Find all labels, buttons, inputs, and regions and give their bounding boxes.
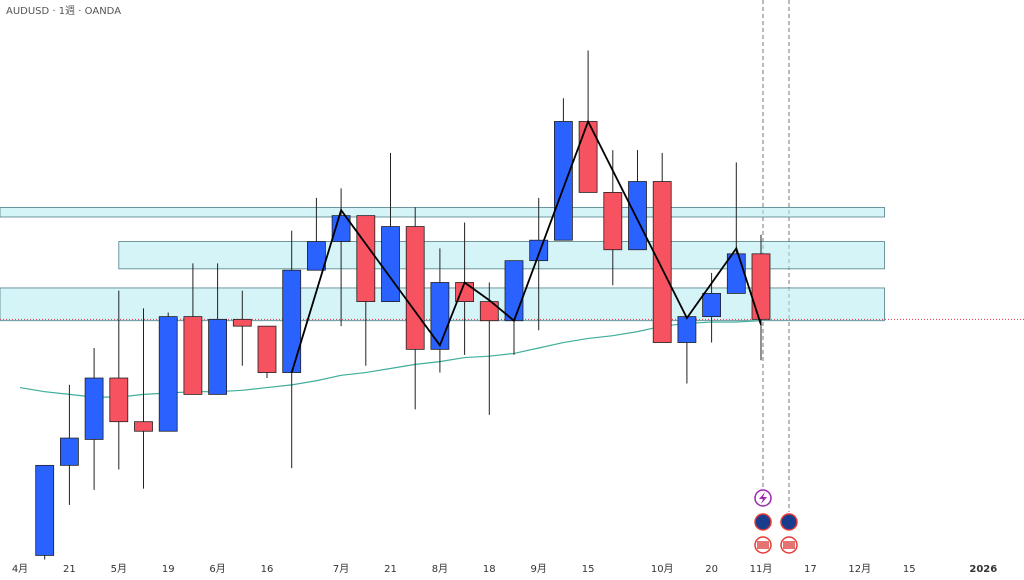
chart-title: AUDUSD · 1週 · OANDA	[6, 5, 121, 17]
x-tick-label: 18	[483, 564, 496, 575]
candle-body	[208, 318, 228, 395]
candle-body	[158, 316, 178, 432]
candle-body	[652, 181, 672, 343]
candle-body	[751, 253, 771, 320]
candle-body	[134, 421, 153, 432]
candle-body	[84, 377, 104, 440]
candle-body	[430, 282, 450, 350]
x-tick-label: 21	[63, 564, 76, 575]
event-icon-glyph	[783, 541, 795, 549]
x-tick-label: 15	[582, 564, 595, 575]
x-tick-label: 5月	[111, 563, 127, 575]
event-icon[interactable]	[780, 513, 798, 531]
candle-body	[726, 253, 746, 294]
x-tick-label: 6月	[209, 563, 225, 575]
x-tick-label: 20	[705, 564, 718, 575]
x-tick-label: 16	[261, 564, 274, 575]
candle-body	[702, 293, 721, 318]
zone	[0, 207, 885, 218]
x-tick-label: 11月	[750, 563, 773, 575]
candle-body	[529, 239, 549, 262]
candle-body	[504, 260, 524, 322]
x-tick-label: 12月	[848, 563, 871, 575]
event-icon-glyph	[759, 492, 767, 504]
candle-body	[479, 301, 499, 322]
candle-body	[554, 121, 573, 241]
x-tick-label: 19	[162, 564, 175, 575]
candle-body	[306, 241, 326, 271]
event-icon[interactable]	[754, 513, 772, 531]
x-tick-label: 8月	[432, 563, 448, 575]
candle-body	[35, 464, 55, 556]
x-tick-label: 4月	[12, 563, 28, 575]
candle-body	[232, 318, 252, 327]
x-tick-label: 10月	[651, 563, 674, 575]
candle-body	[628, 181, 647, 251]
candle-body	[282, 269, 302, 373]
x-tick-label: 21	[384, 564, 397, 575]
candle-body	[405, 226, 425, 350]
event-icon-glyph	[757, 541, 769, 549]
x-tick-label: 2026	[969, 564, 997, 575]
moving-average	[19, 320, 762, 398]
candle-body	[677, 316, 697, 343]
x-tick-label: 17	[804, 564, 817, 575]
candle-body	[356, 215, 376, 303]
candle-body	[381, 226, 400, 303]
candle-body	[60, 437, 79, 466]
zigzag-line	[290, 119, 762, 373]
candle-body	[109, 377, 129, 423]
x-tick-label: 9月	[531, 563, 547, 575]
candle-body	[257, 325, 277, 373]
candle-body	[603, 192, 623, 251]
candle-body	[183, 316, 203, 395]
x-tick-label: 15	[903, 564, 916, 575]
x-tick-label: 7月	[333, 563, 349, 575]
